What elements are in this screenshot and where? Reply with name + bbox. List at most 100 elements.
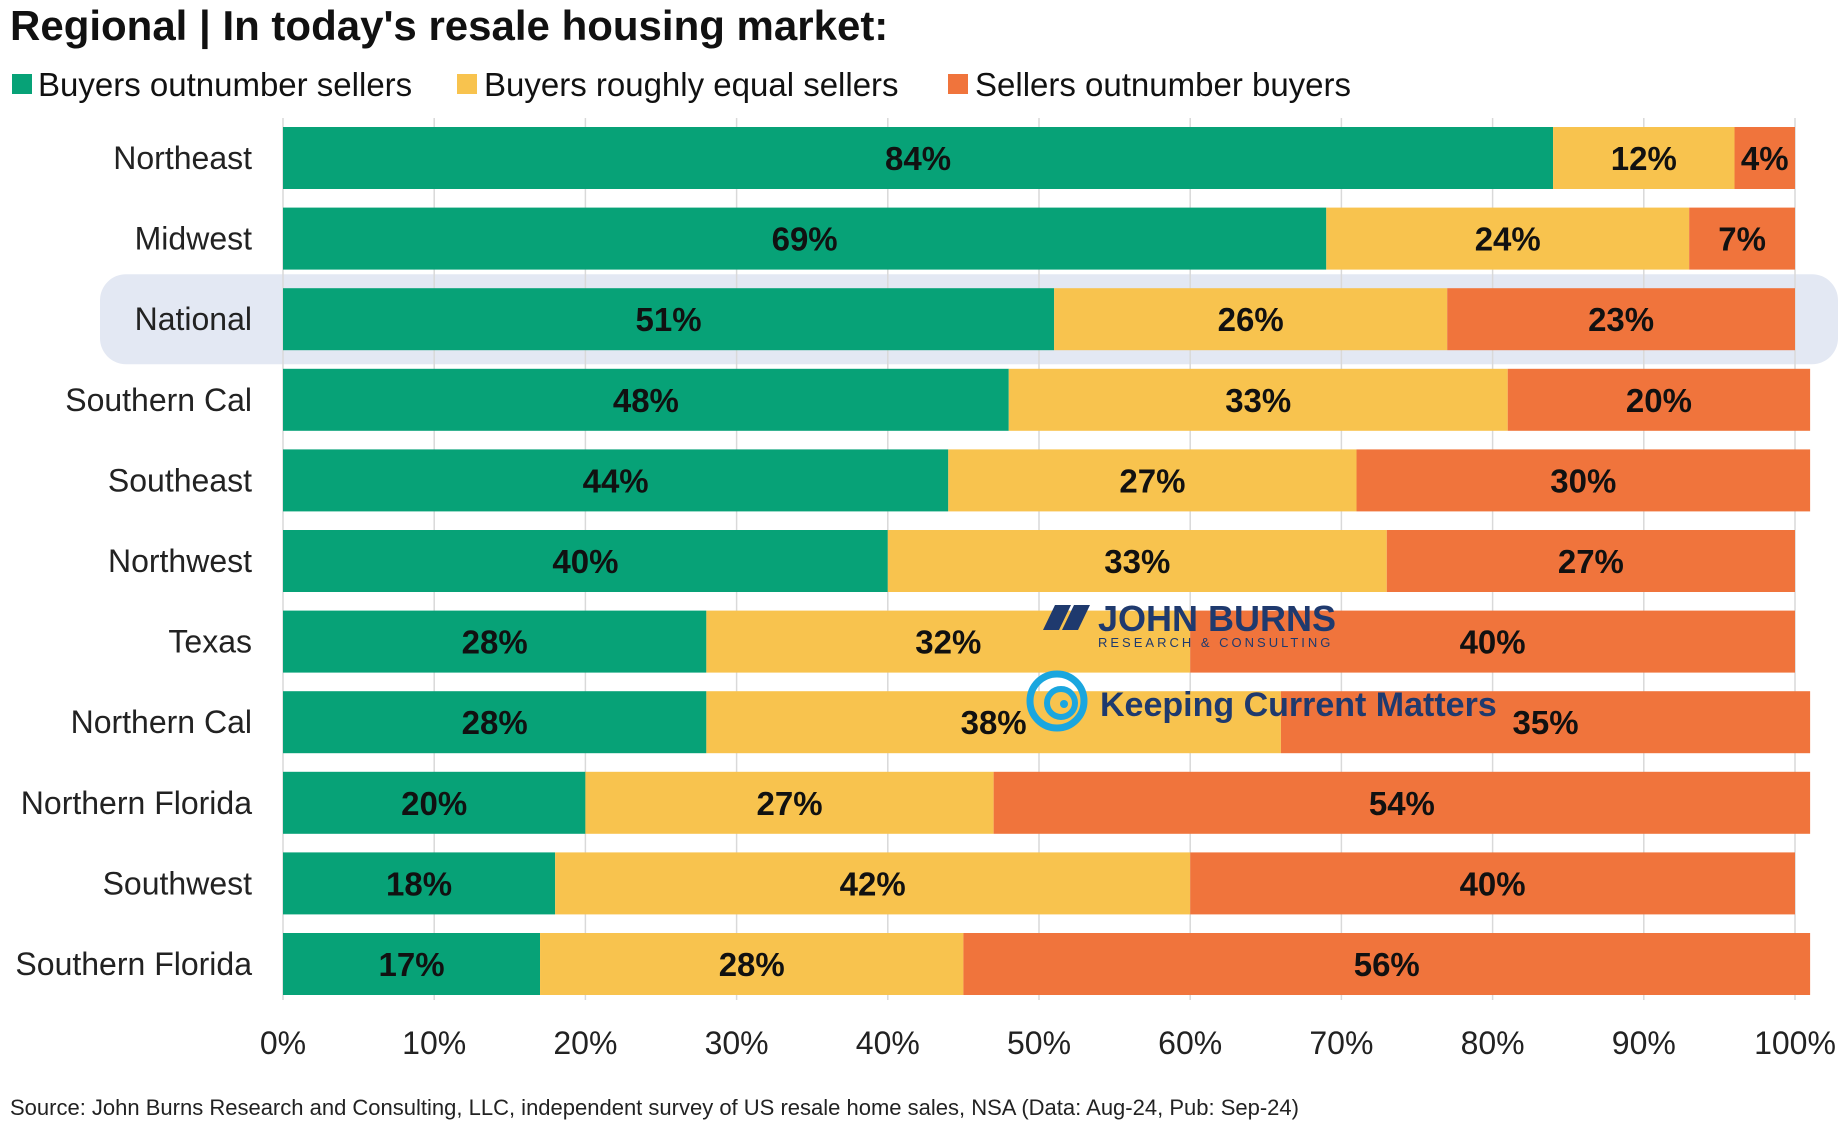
bar-southern-florida-buyers-roughly-equal-sellers — [540, 933, 964, 995]
x-tick-label: 50% — [1007, 1025, 1071, 1061]
bar-northern-florida-buyers-outnumber-sellers — [283, 771, 586, 834]
bar-northeast-sellers-outnumber-buyers — [1734, 127, 1795, 189]
data-label-northern-florida-buyers-outnumber-sellers: 20% — [401, 785, 467, 822]
data-label-northern-cal-sellers-outnumber-buyers: 35% — [1512, 704, 1578, 741]
bar-southeast-buyers-outnumber-sellers — [283, 449, 949, 512]
legend-label-buyers-outnumber: Buyers outnumber sellers — [38, 66, 412, 103]
john-burns-logo-icon — [1043, 605, 1090, 630]
x-tick-label: 90% — [1612, 1025, 1676, 1061]
legend-swatch-sellers-outnumber — [948, 74, 968, 94]
bar-northern-cal-sellers-outnumber-buyers — [1280, 691, 1811, 754]
bar-texas-buyers-roughly-equal-sellers — [706, 610, 1191, 673]
x-tick-label: 0% — [260, 1025, 306, 1061]
data-labels: 84% 12% 4% 69% 24% 7% 51% 26% 23% 48% 33% 20% 44% 27%… — [378, 140, 1788, 983]
data-label-national-buyers-roughly-equal-sellers: 26% — [1218, 301, 1284, 338]
bar-texas-buyers-outnumber-sellers — [283, 610, 707, 673]
category-label-northeast: Northeast — [113, 140, 252, 176]
bar-southern-cal-buyers-outnumber-sellers — [283, 368, 1009, 431]
watermark-logos: JOHN BURNS RESEARCH & CONSULTING Keeping… — [1026, 598, 1497, 732]
bar-southwest-buyers-roughly-equal-sellers — [555, 852, 1191, 915]
x-tick-label: 40% — [856, 1025, 920, 1061]
legend-label-roughly-equal: Buyers roughly equal sellers — [484, 66, 899, 103]
bar-southern-florida-buyers-outnumber-sellers — [283, 933, 541, 995]
bars-layer — [283, 127, 1811, 995]
data-label-northern-cal-buyers-outnumber-sellers: 28% — [462, 704, 528, 741]
bar-national-buyers-outnumber-sellers — [283, 288, 1055, 351]
data-label-southern-florida-buyers-roughly-equal-sellers: 28% — [719, 946, 785, 983]
category-label-northwest: Northwest — [108, 543, 252, 579]
bar-southwest-buyers-outnumber-sellers — [283, 852, 556, 915]
x-tick-label: 70% — [1309, 1025, 1373, 1061]
bar-southern-florida-sellers-outnumber-buyers — [963, 933, 1811, 995]
legend-swatch-roughly-equal — [457, 74, 477, 94]
x-tick-label: 60% — [1158, 1025, 1222, 1061]
source-note: Source: John Burns Research and Consulti… — [10, 1095, 1299, 1120]
data-label-northeast-buyers-roughly-equal-sellers: 12% — [1611, 140, 1677, 177]
data-label-northern-cal-buyers-roughly-equal-sellers: 38% — [961, 704, 1027, 741]
category-labels: Northeast Midwest National Southern Cal Sout… — [15, 140, 252, 982]
bar-southeast-sellers-outnumber-buyers — [1356, 449, 1811, 512]
data-label-southern-cal-sellers-outnumber-buyers: 20% — [1626, 382, 1692, 419]
data-label-southwest-buyers-roughly-equal-sellers: 42% — [840, 865, 906, 902]
bar-northwest-buyers-roughly-equal-sellers — [887, 530, 1387, 592]
bar-national-buyers-roughly-equal-sellers — [1054, 288, 1448, 351]
bar-northern-cal-buyers-roughly-equal-sellers — [706, 691, 1281, 754]
data-label-texas-buyers-outnumber-sellers: 28% — [462, 624, 528, 661]
bar-midwest-sellers-outnumber-buyers — [1689, 207, 1795, 270]
data-label-southern-florida-sellers-outnumber-buyers: 56% — [1354, 946, 1420, 983]
data-label-national-buyers-outnumber-sellers: 51% — [636, 301, 702, 338]
legend: Buyers outnumber sellers Buyers roughly … — [12, 66, 1351, 103]
data-label-midwest-buyers-roughly-equal-sellers: 24% — [1475, 221, 1541, 258]
data-label-southern-cal-buyers-roughly-equal-sellers: 33% — [1225, 382, 1291, 419]
bar-texas-sellers-outnumber-buyers — [1190, 610, 1795, 673]
data-label-southeast-buyers-outnumber-sellers: 44% — [583, 462, 649, 499]
x-tick-label: 20% — [553, 1025, 617, 1061]
data-label-midwest-buyers-outnumber-sellers: 69% — [772, 221, 838, 258]
category-label-southern-florida: Southern Florida — [15, 946, 252, 982]
bar-national-sellers-outnumber-buyers — [1447, 288, 1795, 351]
data-label-northwest-buyers-roughly-equal-sellers: 33% — [1104, 543, 1170, 580]
bar-northeast-buyers-roughly-equal-sellers — [1553, 127, 1735, 189]
bar-northwest-buyers-outnumber-sellers — [283, 530, 888, 592]
category-label-southeast: Southeast — [108, 462, 252, 498]
data-label-national-sellers-outnumber-buyers: 23% — [1588, 301, 1654, 338]
data-label-southern-cal-buyers-outnumber-sellers: 48% — [613, 382, 679, 419]
bar-northeast-buyers-outnumber-sellers — [283, 127, 1554, 189]
x-tick-label: 10% — [402, 1025, 466, 1061]
chart-title: Regional | In today's resale housing mar… — [10, 2, 888, 50]
john-burns-logo-text: JOHN BURNS — [1098, 598, 1336, 639]
bar-northern-florida-sellers-outnumber-buyers — [993, 771, 1811, 834]
bar-southern-cal-buyers-roughly-equal-sellers — [1008, 368, 1508, 431]
data-label-northern-florida-sellers-outnumber-buyers: 54% — [1369, 785, 1435, 822]
data-label-southeast-sellers-outnumber-buyers: 30% — [1550, 462, 1616, 499]
category-label-southwest: Southwest — [103, 865, 253, 901]
data-label-midwest-sellers-outnumber-buyers: 7% — [1718, 221, 1766, 258]
data-label-southern-florida-buyers-outnumber-sellers: 17% — [378, 946, 444, 983]
legend-swatch-buyers-outnumber — [12, 74, 32, 94]
kcm-logo-text: Keeping Current Matters — [1100, 686, 1497, 724]
category-label-northern-cal: Northern Cal — [71, 704, 252, 740]
x-tick-label: 100% — [1754, 1025, 1836, 1061]
bar-southern-cal-sellers-outnumber-buyers — [1507, 368, 1811, 431]
data-label-northeast-sellers-outnumber-buyers: 4% — [1741, 140, 1789, 177]
legend-label-sellers-outnumber: Sellers outnumber buyers — [975, 66, 1351, 103]
data-label-southwest-sellers-outnumber-buyers: 40% — [1460, 865, 1526, 902]
data-label-texas-sellers-outnumber-buyers: 40% — [1460, 624, 1526, 661]
x-tick-label: 30% — [705, 1025, 769, 1061]
kcm-spiral-logo-icon — [1026, 670, 1088, 732]
data-label-northwest-buyers-outnumber-sellers: 40% — [552, 543, 618, 580]
category-label-midwest: Midwest — [135, 221, 252, 257]
bar-midwest-buyers-roughly-equal-sellers — [1326, 207, 1690, 270]
category-label-texas: Texas — [168, 624, 252, 660]
data-label-northern-florida-buyers-roughly-equal-sellers: 27% — [756, 785, 822, 822]
data-label-southeast-buyers-roughly-equal-sellers: 27% — [1119, 462, 1185, 499]
data-label-southwest-buyers-outnumber-sellers: 18% — [386, 865, 452, 902]
category-label-national: National — [135, 301, 252, 337]
x-axis-ticks: 0% 10% 20% 30% 40% 50% 60% 70% 80% 90% 100% — [260, 1025, 1836, 1061]
data-label-texas-buyers-roughly-equal-sellers: 32% — [915, 624, 981, 661]
x-tick-label: 80% — [1461, 1025, 1525, 1061]
bar-southeast-buyers-roughly-equal-sellers — [948, 449, 1357, 512]
bar-northern-florida-buyers-roughly-equal-sellers — [585, 771, 994, 834]
data-label-northeast-buyers-outnumber-sellers: 84% — [885, 140, 951, 177]
